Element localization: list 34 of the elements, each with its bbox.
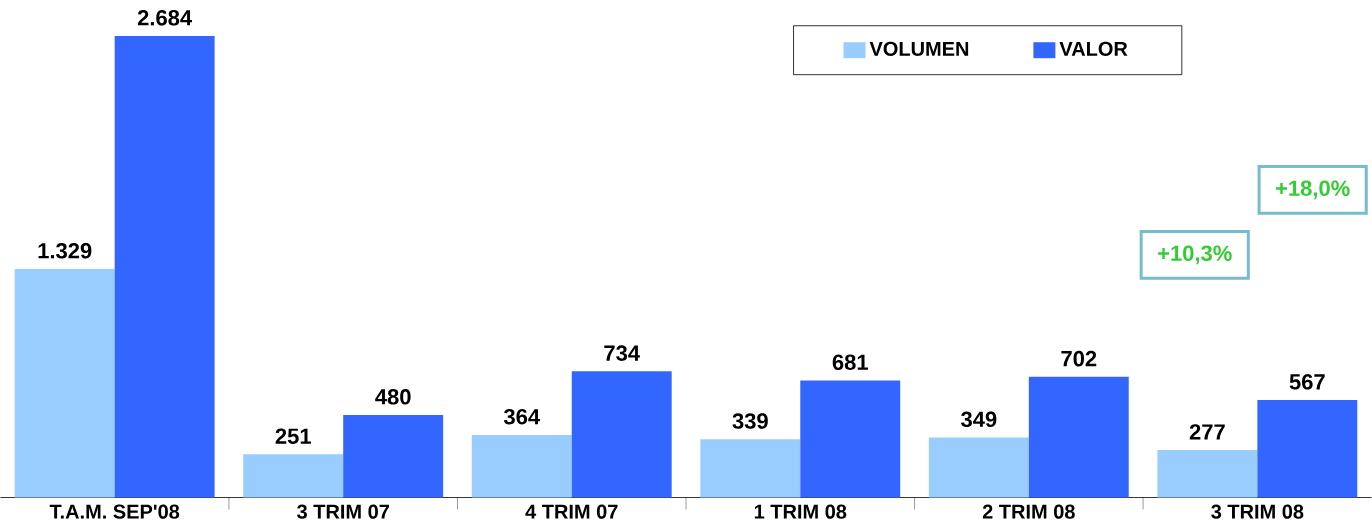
bar bbox=[14, 268, 115, 498]
bar bbox=[114, 35, 215, 498]
data-label: 681 bbox=[832, 354, 868, 370]
data-label: 349 bbox=[961, 411, 997, 427]
data-label: 734 bbox=[604, 345, 640, 361]
x-tick-label: 4 TRIM 07 bbox=[525, 504, 618, 519]
bar bbox=[1157, 449, 1258, 498]
bar bbox=[700, 439, 801, 498]
data-label: 702 bbox=[1061, 350, 1097, 367]
data-label: 480 bbox=[375, 388, 411, 405]
data-label: 277 bbox=[1189, 423, 1225, 440]
annotation: +10,3% bbox=[1158, 245, 1232, 265]
bar bbox=[243, 454, 344, 498]
data-label: 567 bbox=[1289, 373, 1325, 390]
annotation: +18,0% bbox=[1275, 180, 1350, 200]
x-tick-label: 2 TRIM 08 bbox=[982, 504, 1075, 519]
data-label: 364 bbox=[503, 408, 540, 425]
bar bbox=[928, 437, 1029, 498]
bar bbox=[471, 434, 572, 498]
x-tick-label: 3 TRIM 08 bbox=[1211, 504, 1304, 519]
bar bbox=[343, 414, 444, 498]
data-label: 1.329 bbox=[38, 242, 92, 259]
x-tick-label: 1 TRIM 08 bbox=[754, 504, 847, 519]
bar bbox=[1257, 399, 1358, 498]
bar bbox=[1028, 376, 1129, 498]
legend-label: VOLUMEN bbox=[869, 41, 969, 56]
bar bbox=[571, 371, 672, 498]
data-label: 339 bbox=[732, 413, 768, 429]
x-tick-label: 3 TRIM 07 bbox=[297, 504, 389, 519]
data-label: 251 bbox=[275, 428, 311, 444]
bar bbox=[800, 380, 901, 498]
x-tick-label: T.A.M. SEP'08 bbox=[49, 504, 180, 519]
legend-label: VALOR bbox=[1059, 41, 1128, 56]
data-label: 2.684 bbox=[137, 9, 193, 26]
